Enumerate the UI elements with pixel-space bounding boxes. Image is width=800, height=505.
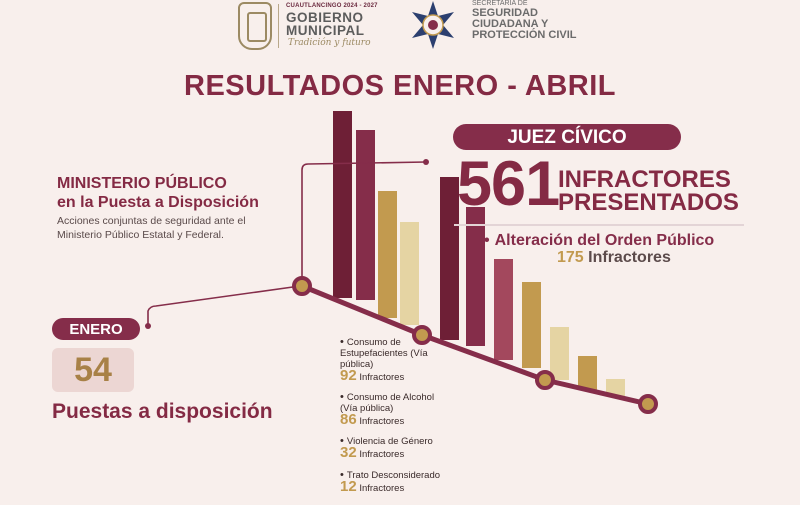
ministerio-description: Acciones conjuntas de seguridad ante el … [57, 215, 246, 241]
category-count: 12 [340, 478, 357, 495]
decorative-bar [356, 130, 375, 300]
decorative-bar [494, 259, 513, 360]
decorative-bar [466, 207, 485, 346]
gov-tagline: Tradición y futuro [288, 38, 371, 48]
connector-line-juez [301, 161, 427, 286]
bullet-icon: • [340, 469, 347, 481]
category-label: Consumo de Estupefacientes (Vía pública) [340, 337, 428, 370]
ministerio-title: MINISTERIO PÚBLICO en la Puesta a Dispos… [57, 174, 259, 212]
category-unit: Infractores [359, 449, 405, 460]
category-count: 32 [340, 444, 357, 461]
decorative-bar [606, 379, 625, 396]
category-item: • Consumo de Alcohol (Vía pública) 86 In… [340, 391, 450, 428]
main-count-unit: Infractores [588, 249, 671, 266]
category-label: Violencia de Género [346, 436, 433, 447]
sec-title: SEGURIDAD CIUDADANA Y PROTECCIÓN CIVIL [472, 7, 577, 41]
decorative-bar [522, 282, 541, 368]
category-label: Trato Desconsiderado [346, 470, 441, 481]
enero-pill: ENERO [52, 318, 140, 340]
decorative-bar [440, 177, 459, 340]
category-count: 92 [340, 367, 357, 384]
bullet-icon: • [484, 232, 490, 249]
trend-dots [292, 276, 658, 414]
main-category-label: Alteración del Orden Público [494, 232, 715, 249]
category-count: 86 [340, 411, 357, 428]
main-category-count: 175 Infractores [557, 249, 671, 267]
category-item: • Violencia de Género 32 Infractores [340, 435, 470, 461]
connector-end-dot [145, 323, 151, 329]
connector-end-dot [423, 159, 429, 165]
enero-number: 54 [52, 348, 134, 392]
page-title: RESULTADOS ENERO - ABRIL [184, 70, 616, 102]
logo-divider [278, 4, 279, 48]
police-star-badge-icon [412, 1, 454, 49]
gov-period: CUAUTLANCINGO 2024 - 2027 [286, 3, 378, 9]
infractores-title: INFRACTORES PRESENTADOS [558, 166, 739, 216]
gov-title: GOBIERNO MUNICIPAL [286, 10, 365, 38]
category-unit: Infractores [359, 372, 405, 383]
juez-civico-pill: JUEZ CÍVICO [453, 124, 681, 150]
bullet-icon: • [340, 336, 347, 348]
divider-line [454, 224, 744, 226]
decorative-bar [550, 327, 569, 380]
main-count-number: 175 [557, 249, 584, 266]
bullet-icon: • [340, 435, 347, 447]
category-item: • Consumo de Estupefacientes (Vía públic… [340, 336, 435, 384]
trend-line [299, 283, 651, 407]
bar-group [333, 111, 625, 396]
main-category: • Alteración del Orden Público [484, 232, 714, 250]
decorative-bar [378, 191, 397, 318]
category-unit: Infractores [359, 483, 405, 494]
connector-line-enero [147, 285, 301, 326]
ministerio-title-line2: en la Puesta a Disposición [57, 194, 259, 211]
category-item: • Trato Desconsiderado 12 Infractores [340, 469, 480, 495]
decorative-bar [333, 111, 352, 298]
category-label: Consumo de Alcohol (Vía pública) [340, 392, 435, 414]
bullet-icon: • [340, 391, 347, 403]
enero-caption: Puestas a disposición [52, 400, 273, 423]
sec-small: SECRETARÍA DE [472, 0, 528, 7]
municipal-shield-logo [238, 2, 272, 50]
infractores-total: 561 [457, 149, 560, 219]
ministerio-title-line1: MINISTERIO PÚBLICO [57, 175, 227, 192]
decorative-bar [400, 222, 419, 325]
category-unit: Infractores [359, 416, 405, 427]
decorative-bar [578, 356, 597, 390]
